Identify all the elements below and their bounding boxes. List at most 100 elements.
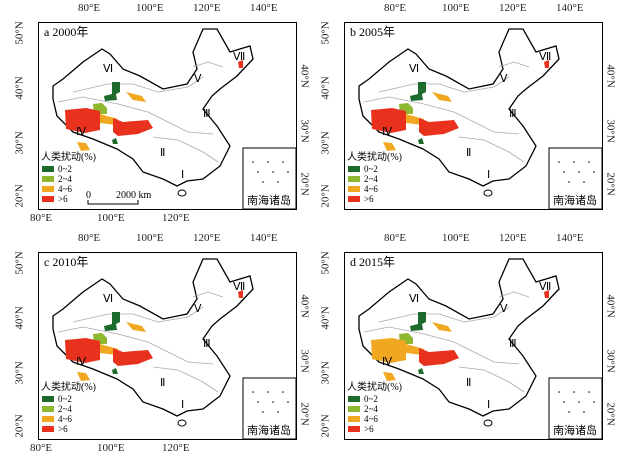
legend-swatch bbox=[42, 406, 54, 412]
legend-label: 2~4 bbox=[58, 174, 72, 184]
zone-boundary bbox=[458, 366, 525, 393]
disturbance-patch bbox=[432, 92, 452, 102]
lat-label-right: 20°N bbox=[604, 172, 617, 196]
lat-label-left: 20°N bbox=[13, 414, 26, 438]
lon-label-top: 120°E bbox=[499, 232, 527, 244]
map-panel: 南海诸岛 a 2000年 Ⅰ Ⅱ Ⅲ Ⅳ Ⅴ Ⅵ Ⅶ 人类扰动(%)0~22~44~6>6 0 200… bbox=[38, 22, 297, 210]
island-dot bbox=[568, 181, 570, 183]
legend-swatch bbox=[348, 196, 360, 202]
region-label: Ⅱ bbox=[466, 377, 471, 389]
legend-swatch bbox=[42, 196, 54, 202]
disturbance-patch bbox=[432, 322, 452, 332]
region-label: Ⅳ bbox=[76, 356, 87, 368]
lon-label-top: 80°E bbox=[78, 2, 101, 14]
disturbance-patch bbox=[112, 368, 118, 374]
hainan-island bbox=[483, 419, 493, 427]
lon-label-top: 80°E bbox=[78, 232, 101, 244]
south-china-sea-inset bbox=[242, 377, 297, 440]
legend-title: 人类扰动(%) bbox=[347, 380, 402, 393]
lon-label-bottom: 120°E bbox=[162, 442, 190, 454]
lon-label-bottom: 100°E bbox=[97, 212, 125, 224]
island-dot bbox=[588, 161, 590, 163]
region-label: Ⅵ bbox=[409, 293, 419, 305]
china-outline bbox=[52, 28, 254, 187]
lat-label-left: 20°N bbox=[319, 414, 332, 438]
zone-boundary bbox=[57, 96, 214, 135]
legend-label: >6 bbox=[364, 194, 374, 204]
lat-label-left: 20°N bbox=[13, 184, 26, 208]
lat-label-right: 40°N bbox=[604, 294, 617, 318]
disturbance-patch bbox=[383, 142, 396, 151]
island-dot bbox=[578, 171, 580, 173]
lon-label-top: 100°E bbox=[442, 2, 470, 14]
region-label: Ⅲ bbox=[509, 338, 517, 350]
map-panel: 南海诸岛 d 2015年 Ⅰ Ⅱ Ⅲ Ⅳ Ⅴ Ⅵ Ⅶ 人类扰动(%)0~22~44~6>6 bbox=[344, 252, 603, 440]
island-dot bbox=[267, 161, 269, 163]
island-dot bbox=[558, 391, 560, 393]
region-label: Ⅰ bbox=[487, 399, 490, 411]
island-dot bbox=[272, 401, 274, 403]
inset-label: 南海诸岛 bbox=[247, 423, 291, 437]
legend-label: 4~6 bbox=[58, 414, 72, 424]
scale-bar bbox=[87, 200, 139, 205]
island-dot bbox=[282, 161, 284, 163]
island-dot bbox=[583, 411, 585, 413]
legend-title: 人类扰动(%) bbox=[347, 150, 402, 163]
region-label: Ⅴ bbox=[500, 303, 508, 315]
lat-label-left: 30°N bbox=[319, 361, 332, 385]
region-label: Ⅲ bbox=[203, 338, 211, 350]
zone-boundary bbox=[378, 76, 510, 93]
island-dot bbox=[573, 391, 575, 393]
lon-label-top: 140°E bbox=[556, 232, 584, 244]
south-china-sea-inset bbox=[548, 377, 603, 440]
island-dot bbox=[563, 401, 565, 403]
panel-title: d 2015年 bbox=[350, 255, 395, 269]
lon-label-top: 120°E bbox=[193, 2, 221, 14]
lat-label-right: 40°N bbox=[604, 64, 617, 88]
legend-swatch bbox=[348, 416, 360, 422]
disturbance-patch bbox=[126, 92, 146, 102]
disturbance-patch bbox=[113, 348, 153, 366]
region-label: Ⅰ bbox=[487, 169, 490, 181]
legend-label: >6 bbox=[58, 194, 68, 204]
lat-label-left: 40°N bbox=[13, 76, 26, 100]
lat-label-right: 30°N bbox=[298, 119, 311, 143]
legend-swatch bbox=[42, 426, 54, 432]
legend-title: 人类扰动(%) bbox=[41, 380, 96, 393]
island-dot bbox=[262, 181, 264, 183]
legend-swatch bbox=[348, 406, 360, 412]
lat-label-right: 40°N bbox=[298, 294, 311, 318]
disturbance-patch bbox=[104, 82, 120, 101]
legend-swatch bbox=[348, 426, 360, 432]
lat-label-left: 50°N bbox=[13, 251, 26, 275]
disturbance-patch bbox=[238, 60, 243, 68]
hainan-island bbox=[177, 419, 187, 427]
lon-label-top: 100°E bbox=[136, 232, 164, 244]
legend-swatch bbox=[42, 396, 54, 402]
hainan-island bbox=[483, 189, 493, 197]
lat-label-left: 50°N bbox=[319, 21, 332, 45]
lat-label-left: 30°N bbox=[319, 131, 332, 155]
disturbance-patch bbox=[113, 118, 153, 136]
legend-swatch bbox=[348, 396, 360, 402]
disturbance-patch bbox=[418, 138, 424, 144]
map-panel: 南海诸岛 b 2005年 Ⅰ Ⅱ Ⅲ Ⅳ Ⅴ Ⅵ Ⅶ 人类扰动(%)0~22~44~6>6 bbox=[344, 22, 603, 210]
zone-boundary bbox=[152, 366, 219, 393]
lat-label-left: 30°N bbox=[13, 131, 26, 155]
island-dot bbox=[583, 181, 585, 183]
island-dot bbox=[277, 181, 279, 183]
zone-boundary bbox=[57, 326, 214, 365]
region-label: Ⅴ bbox=[194, 73, 202, 85]
disturbance-patch bbox=[544, 290, 549, 298]
region-label: Ⅱ bbox=[160, 147, 165, 159]
lat-label-left: 40°N bbox=[13, 306, 26, 330]
island-dot bbox=[277, 411, 279, 413]
legend-swatch bbox=[42, 186, 54, 192]
disturbance-patch bbox=[65, 338, 100, 363]
island-dot bbox=[262, 411, 264, 413]
lon-label-bottom: 80°E bbox=[30, 212, 53, 224]
legend-swatch bbox=[42, 176, 54, 182]
zone-boundary bbox=[72, 306, 204, 323]
zone-boundary bbox=[363, 326, 520, 365]
disturbance-patch bbox=[77, 142, 90, 151]
